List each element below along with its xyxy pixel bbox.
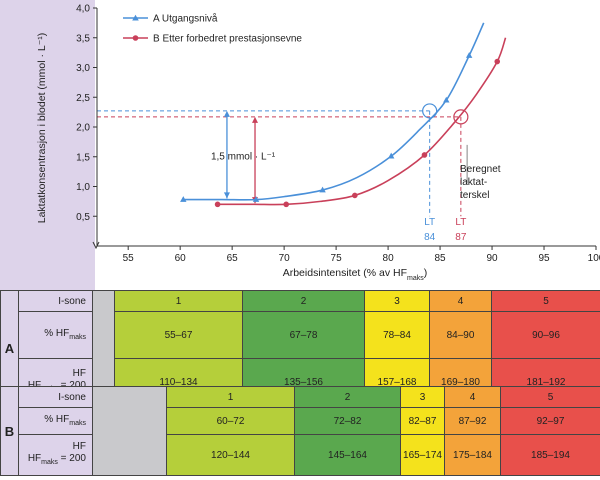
y-axis-label: Laktatkonsentrasjon i blodet (mmol · L⁻¹… [36, 33, 48, 224]
hf-cell: 165–174 [400, 434, 445, 476]
annotations: 1,5 mmol · L⁻¹ LT 84 LT 87 Beregnet lakt… [211, 152, 501, 243]
series-line-a [183, 22, 485, 201]
x-tick-label: 100 [588, 253, 600, 264]
hf-cell: 145–164 [294, 434, 401, 476]
pct-cell: 78–84 [364, 311, 430, 359]
gray-column [92, 386, 167, 476]
chart-legend: A Utgangsnivå B Etter forbedret prestasj… [123, 13, 302, 45]
x-tick-label: 55 [123, 253, 135, 264]
chart-series [180, 22, 507, 208]
threshold-label-3: terskel [460, 190, 489, 201]
zone-table-a: A I-sone 1 2 3 4 5 % HFmaks 55–67 67–78 … [0, 290, 600, 406]
zone-table-b: B I-sone 1 2 3 4 5 % HFmaks 60–72 72–82 … [0, 386, 600, 476]
x-tick-label: 80 [383, 253, 395, 264]
zone-row: B I-sone 1 2 3 4 5 [0, 386, 600, 476]
lt-b-marker-ring [453, 109, 469, 125]
y-tick-label: 4,0 [76, 4, 90, 15]
lt-b-label: LT [455, 217, 466, 228]
data-point-a [319, 186, 326, 193]
data-point-a [252, 196, 260, 202]
arrow-up-icon [252, 116, 259, 123]
data-point-a [388, 152, 395, 159]
chart-axes: 0,5 1,0 1,5 2,0 2,5 3,0 3,5 4,0 55 60 65 70 75 80 85 90… [76, 4, 600, 265]
x-tick-label: 95 [538, 253, 550, 264]
y-tick-label: 1,5 [76, 152, 90, 163]
x-tick-label: 60 [175, 253, 187, 264]
table-b-tag: B [0, 386, 19, 476]
pct-cell: 67–78 [242, 311, 365, 359]
y-tick-label: 0,5 [76, 212, 90, 223]
lt-b-value: 87 [455, 232, 467, 243]
x-axis-label: Arbeidsintensitet (% av HFmaks) [283, 267, 428, 282]
zone-cell: 2 [242, 290, 365, 312]
chart-guides [97, 103, 469, 217]
pct-cell: 55–67 [114, 311, 243, 359]
hf-row: HF HFmaks = 200 120–144 145–164 165–174 1… [1, 434, 600, 476]
legend-triangle-icon [132, 14, 139, 21]
data-point-a [180, 196, 187, 202]
zone-cell: 4 [444, 386, 501, 408]
hf-cell: 185–194 [500, 434, 600, 476]
pct-cell: 84–90 [429, 311, 492, 359]
hf-cell: 120–144 [166, 434, 295, 476]
zone-cell: 3 [400, 386, 445, 408]
data-point-b [214, 201, 221, 208]
pct-cell: 82–87 [400, 407, 445, 435]
x-tick-label: 75 [331, 253, 343, 264]
lactate-chart: 0,5 1,0 1,5 2,0 2,5 3,0 3,5 4,0 55 60 65 70 75 80 85 90… [0, 0, 600, 290]
pct-cell: 90–96 [491, 311, 600, 359]
zone-cell: 5 [500, 386, 600, 408]
data-point-a [465, 52, 473, 58]
arrow-down-icon [223, 192, 230, 199]
pct-cell: 92–97 [500, 407, 600, 435]
zone-cell: 1 [114, 290, 243, 312]
hf-cell: 175–184 [444, 434, 501, 476]
y-tick-label: 1,0 [76, 182, 90, 193]
lt-a-label: LT [424, 217, 435, 228]
y-tick-label: 2,0 [76, 123, 90, 134]
delta-label: 1,5 mmol · L⁻¹ [211, 152, 276, 163]
lt-a-value: 84 [424, 232, 436, 243]
y-tick-label: 3,5 [76, 33, 90, 44]
zone-cell: 4 [429, 290, 492, 312]
zone-cell: 1 [166, 386, 295, 408]
zone-cell: 2 [294, 386, 401, 408]
data-point-b [494, 58, 501, 65]
threshold-label-1: Beregnet [460, 164, 501, 175]
pct-row-label: % HFmaks [18, 407, 93, 435]
pct-row-label: % HFmaks [18, 311, 93, 359]
zone-row: A I-sone 1 2 3 4 5 [0, 290, 600, 406]
x-tick-label: 90 [486, 253, 498, 264]
zone-row-label: I-sone [18, 386, 93, 408]
pct-cell: 72–82 [294, 407, 401, 435]
x-tick-label: 70 [279, 253, 291, 264]
lt-a-marker-ring [422, 103, 438, 119]
data-point-a [443, 96, 450, 103]
legend-entry-b: B Etter forbedret prestasjonsevne [153, 34, 302, 45]
data-point-b [352, 192, 358, 199]
x-tick-label: 65 [227, 253, 239, 264]
table-a-tag: A [0, 290, 19, 406]
series-line-b [217, 37, 507, 206]
arrow-up-icon [223, 110, 230, 117]
zone-row-label: I-sone [18, 290, 93, 312]
y-tick-label: 3,0 [76, 63, 90, 74]
legend-circle-icon [132, 35, 139, 41]
pct-row: % HFmaks 60–72 72–82 82–87 87–92 92–97 [1, 407, 600, 435]
zone-cell: 3 [364, 290, 430, 312]
pct-cell: 87–92 [444, 407, 501, 435]
x-tick-label: 85 [435, 253, 447, 264]
pct-cell: 60–72 [166, 407, 295, 435]
axis-break-mark [92, 241, 100, 250]
ylabel-panel [0, 0, 95, 290]
threshold-label-2: laktat- [460, 177, 487, 188]
data-point-b [283, 201, 290, 208]
data-point-b [421, 152, 428, 158]
y-tick-label: 2,5 [76, 93, 90, 104]
legend-entry-a: A Utgangsnivå [153, 13, 218, 25]
zone-cell: 5 [491, 290, 600, 312]
pct-row: % HFmaks 55–67 67–78 78–84 84–90 90–96 [1, 311, 600, 359]
